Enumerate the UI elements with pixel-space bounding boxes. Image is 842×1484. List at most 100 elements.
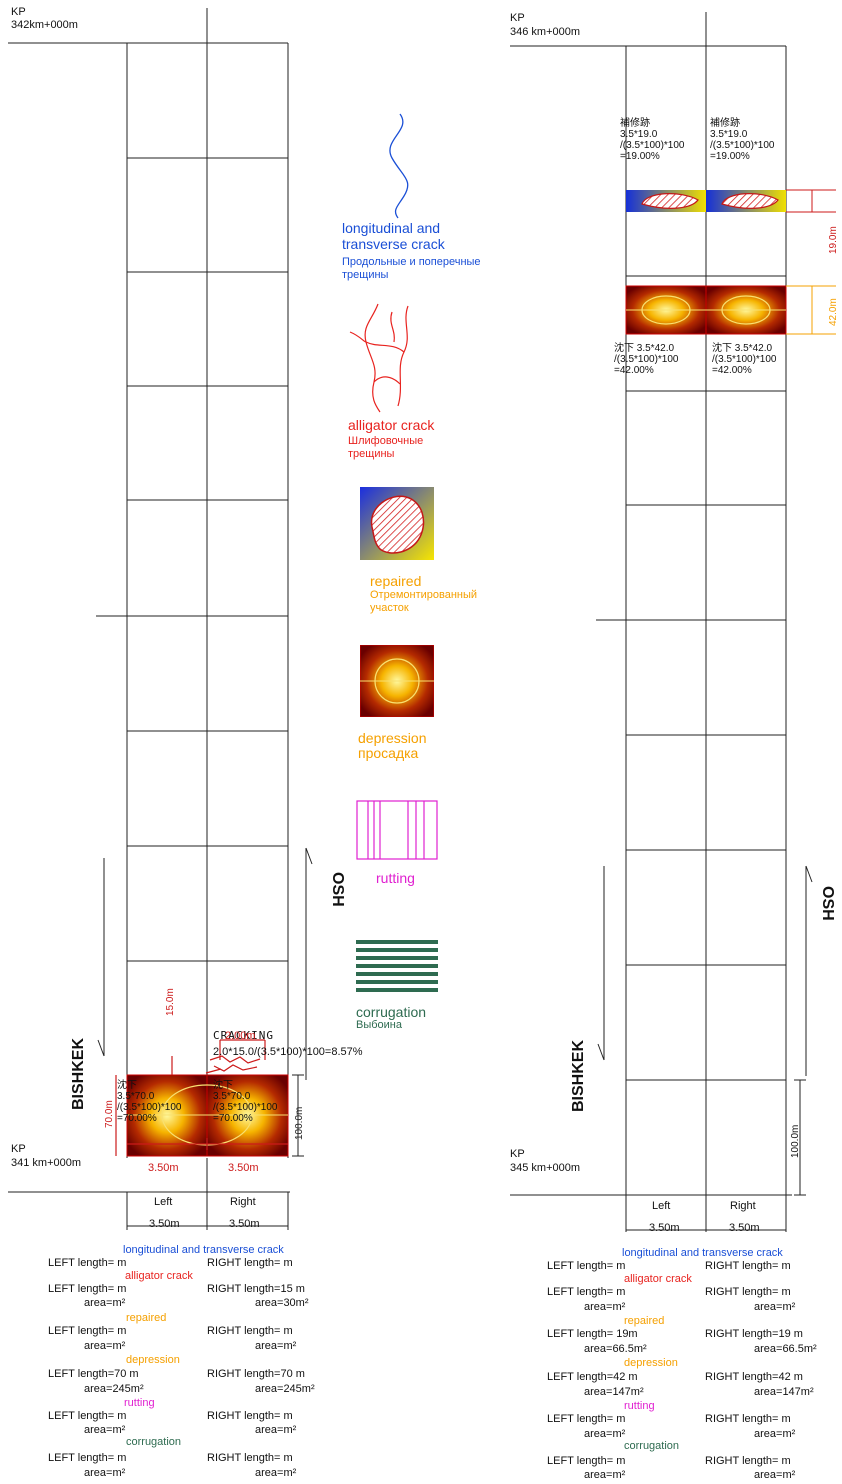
corrugation-icon [356, 938, 438, 998]
sum-area: area=m² [84, 1297, 126, 1309]
sum-area: area=245m² [84, 1383, 144, 1395]
sum-row: RIGHT length= m [207, 1257, 293, 1269]
sum-row: LEFT length= m [48, 1325, 127, 1337]
kp-bottom-label-right: KP [510, 1148, 525, 1160]
sum-head-repaired: repaired [624, 1315, 665, 1327]
sum-area: area=30m² [255, 1297, 309, 1309]
kp-bottom-value-right: 345 km+000m [510, 1162, 581, 1174]
sum-head-long: longitudinal and transverse crack [123, 1244, 284, 1256]
col-left-label: Left [154, 1196, 173, 1208]
col-right-label-right: Right [730, 1200, 756, 1212]
repaired-note-right: 補修跡 3.5*19.0/(3.5*100)*100 =19.00% [710, 118, 775, 162]
kp-value-right: 346 km+000m [510, 26, 581, 38]
kp-bottom-label: KP [11, 1143, 26, 1155]
repaired-note-left: 補修跡 3.5*19.0/(3.5*100)*100 =19.00% [620, 118, 685, 162]
rutting-icon [356, 800, 438, 860]
sum-area: area=m² [754, 1469, 796, 1481]
sum-head-alligator: alligator crack [624, 1273, 692, 1285]
legend-corrugation-ru: Выбоина [356, 1019, 402, 1031]
dim-100-right: 100.0m [790, 1124, 801, 1158]
sum-area: area=m² [584, 1469, 626, 1481]
depression-note-right: 沈下 3.5*70.0/(3.5*100)*100 =70.00% [213, 1080, 278, 1124]
sum-row: RIGHT length= m [705, 1286, 791, 1298]
sum-area: area=m² [255, 1467, 297, 1479]
sum-area: area=m² [754, 1428, 796, 1440]
legend-alligator-ru: Шлифовочные трещины [348, 435, 424, 460]
sum-row: LEFT length= 19m [547, 1328, 638, 1340]
sum-head-repaired: repaired [126, 1312, 167, 1324]
sum-row: RIGHT length= m [705, 1455, 791, 1467]
kp-label-right: KP [510, 12, 525, 24]
sum-row: RIGHT length= m [207, 1452, 293, 1464]
dim-100: 100.0m [294, 1106, 305, 1140]
sum-area: area=66.5m² [584, 1343, 647, 1355]
sum-area: area=m² [255, 1424, 297, 1436]
sum-area: area=245m² [255, 1383, 315, 1395]
road-grid [8, 8, 313, 1230]
legend-depression-ru: просадка [358, 745, 419, 761]
dim-2: 2.00m [225, 1030, 256, 1042]
sum-row: LEFT length= m [48, 1257, 127, 1269]
width-left-right: 3.50m [649, 1222, 680, 1234]
sum-head-rutting: rutting [124, 1397, 155, 1409]
legend-alligator-label: alligator crack [348, 417, 435, 433]
legend-long-crack-ru: Продольные и поперечные трещины [342, 256, 481, 281]
sum-head-corrugation: corrugation [126, 1436, 182, 1448]
sum-row: LEFT length=42 m [547, 1371, 638, 1383]
sum-row: RIGHT length= m [705, 1260, 791, 1272]
dim-350-right: 3.50m [228, 1162, 259, 1174]
sum-row: RIGHT length=15 m [207, 1283, 305, 1295]
cracking-label: CRACKING [213, 1029, 274, 1042]
sum-head-corrugation: corrugation [624, 1440, 680, 1452]
sum-area: area=m² [754, 1301, 796, 1313]
kp-bottom-value: 341 km+000m [11, 1157, 82, 1169]
sum-area: area=m² [255, 1340, 297, 1352]
sum-row: RIGHT length= m [705, 1413, 791, 1425]
alligator-crack-icon [349, 303, 409, 413]
col-left-label-right: Left [652, 1200, 671, 1212]
sum-area: area=66.5m² [754, 1343, 817, 1355]
longitudinal-crack-icon [389, 113, 409, 219]
repaired-icon [360, 487, 434, 560]
width-right-right: 3.50m [729, 1222, 760, 1234]
legend-corrugation-label: corrugation [356, 1004, 427, 1020]
depression-note-right-right: 沈下 3.5*42.0/(3.5*100)*100 =42.00% [712, 343, 777, 376]
sum-row: LEFT length= m [547, 1455, 626, 1467]
dim-350-left: 3.50m [148, 1162, 179, 1174]
sum-head-long: longitudinal and transverse crack [622, 1247, 783, 1259]
sum-area: area=147m² [754, 1386, 814, 1398]
sum-row: LEFT length= m [48, 1452, 127, 1464]
col-right-label: Right [230, 1196, 256, 1208]
depression-note-left: 沈下 3.5*70.0/(3.5*100)*100 =70.00% [117, 1080, 182, 1124]
sum-head-depression: depression [624, 1357, 678, 1369]
sum-row: LEFT length= m [547, 1286, 626, 1298]
kp-value: 342km+000m [11, 19, 78, 31]
sum-row: RIGHT length= m [207, 1410, 293, 1422]
depression-icon [360, 645, 434, 717]
width-left: 3.50m [149, 1218, 180, 1230]
dim-42: 42.0m [828, 298, 839, 326]
width-right: 3.50m [229, 1218, 260, 1230]
direction-osh-right: OSH [819, 886, 836, 921]
sum-area: area=m² [84, 1424, 126, 1436]
sum-head-rutting: rutting [624, 1400, 655, 1412]
sum-row: LEFT length=70 m [48, 1368, 139, 1380]
sum-row: RIGHT length= m [207, 1325, 293, 1337]
sum-area: area=m² [84, 1467, 126, 1479]
cracking-formula: 2.0*15.0/(3.5*100)*100=8.57% [213, 1046, 363, 1058]
sum-area: area=m² [84, 1340, 126, 1352]
road-grid-right [510, 12, 836, 1232]
sum-area: area=147m² [584, 1386, 644, 1398]
sum-row: RIGHT length=70 m [207, 1368, 305, 1380]
sum-row: LEFT length= m [547, 1413, 626, 1425]
dim-19: 19.0m [828, 226, 839, 254]
legend-repaired-ru: Отремонтированный участок [370, 589, 478, 614]
sum-area: area=m² [584, 1428, 626, 1440]
legend-long-crack-label: longitudinal and transverse crack [342, 220, 445, 252]
sum-row: RIGHT length=42 m [705, 1371, 803, 1383]
sum-row: LEFT length= m [48, 1410, 127, 1422]
direction-bishkek-right: BISHKEK [570, 1039, 587, 1112]
dim-15: 15.0m [165, 988, 176, 1016]
sum-row: LEFT length= m [547, 1260, 626, 1272]
kp-label: KP [11, 6, 26, 18]
